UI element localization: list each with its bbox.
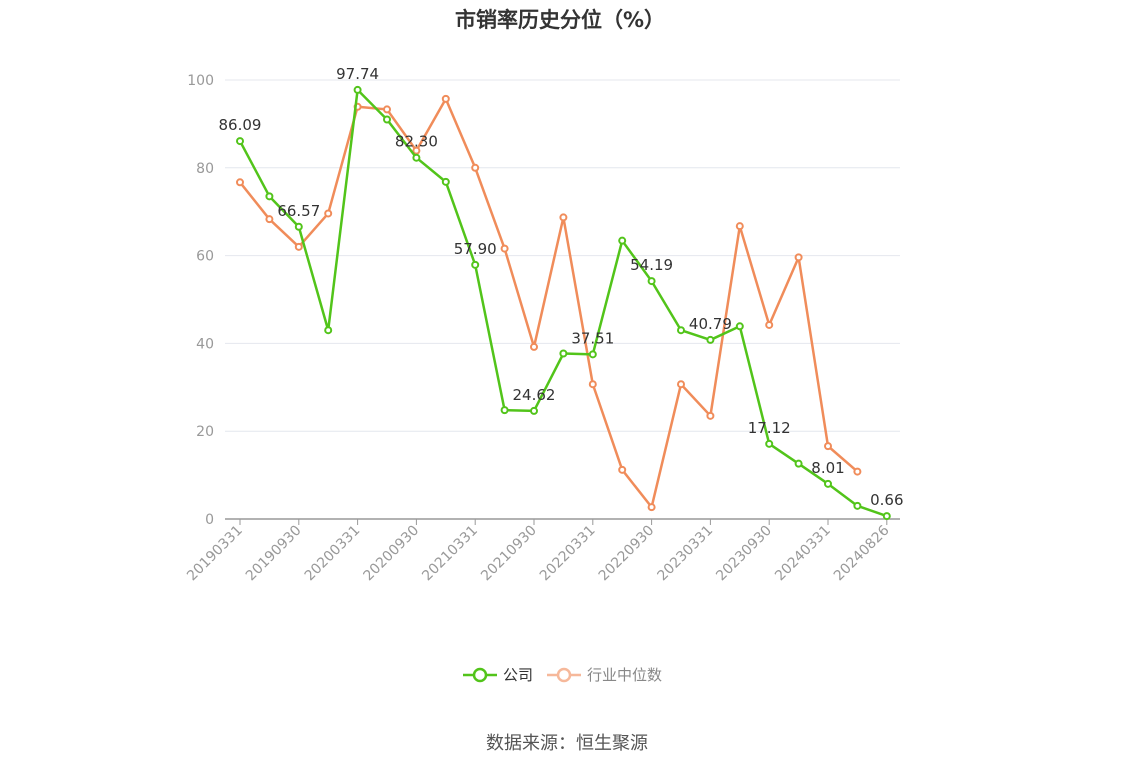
y-tick-label: 80 (196, 161, 214, 177)
data-label: 57.90 (454, 240, 497, 258)
data-label: 24.62 (513, 386, 556, 404)
company-point[interactable] (765, 439, 774, 448)
company-point[interactable] (412, 153, 421, 162)
industry-point[interactable] (618, 465, 627, 474)
x-tick-label: 20240331 (772, 523, 834, 585)
series-lines (236, 85, 891, 521)
chart-title: 市销率历史分位（%） (454, 8, 666, 32)
y-tick-label: 40 (196, 336, 214, 352)
industry-point[interactable] (559, 213, 568, 222)
company-point[interactable] (500, 406, 509, 415)
company-point[interactable] (265, 192, 274, 201)
legend-label-industry: 行业中位数 (587, 666, 663, 684)
y-tick-label: 20 (196, 424, 214, 440)
data-label: 97.74 (336, 65, 379, 83)
industry-point[interactable] (794, 253, 803, 262)
company-point[interactable] (588, 350, 597, 359)
company-point[interactable] (618, 236, 627, 245)
x-tick-label: 20240826 (831, 522, 893, 584)
company-point[interactable] (294, 222, 303, 231)
industry-point[interactable] (500, 244, 509, 253)
x-tick-label: 20220331 (537, 523, 599, 585)
industry-point[interactable] (530, 342, 538, 351)
company-point[interactable] (647, 277, 656, 286)
industry-point[interactable] (236, 178, 244, 187)
x-tick-label: 20190930 (243, 523, 305, 585)
company-point[interactable] (735, 322, 744, 331)
legend-industry-line-icon (547, 667, 582, 682)
x-tick-label: 20220930 (596, 523, 658, 585)
data-label: 66.57 (277, 202, 320, 220)
legend-item-industry[interactable]: 行业中位数 (547, 664, 662, 685)
industry-point[interactable] (706, 411, 715, 420)
industry-point[interactable] (383, 105, 391, 114)
company-point[interactable] (441, 177, 450, 186)
x-tick-label: 20230331 (655, 523, 717, 585)
company-point[interactable] (324, 326, 333, 335)
company-point[interactable] (853, 501, 862, 510)
company-point[interactable] (471, 260, 480, 269)
industry-point[interactable] (265, 215, 274, 224)
y-tick-label: 0 (205, 512, 214, 528)
legend-item-company[interactable]: 公司 (463, 664, 533, 685)
company-point[interactable] (677, 326, 685, 335)
axes: 0 20 40 60 80 100 2019033120190930202003312020… (184, 73, 900, 584)
x-tick-label: 20200331 (302, 523, 364, 585)
data-label: 40.79 (689, 315, 732, 333)
y-tick-label: 100 (187, 73, 214, 89)
industry-point[interactable] (471, 163, 480, 172)
company-point[interactable] (794, 459, 803, 468)
industry-point[interactable] (294, 242, 303, 251)
industry-point[interactable] (412, 146, 421, 155)
industry-point[interactable] (441, 94, 450, 103)
industry-point[interactable] (677, 380, 685, 389)
company-point[interactable] (530, 406, 538, 415)
x-tick-label: 20200930 (361, 523, 423, 585)
legend-company-line-icon (463, 667, 497, 682)
industry-point[interactable] (824, 442, 832, 451)
industry-point[interactable] (735, 222, 744, 231)
company-line (238, 88, 888, 518)
industry-point[interactable] (765, 320, 774, 329)
industry-line (239, 97, 859, 509)
industry-point[interactable] (588, 380, 597, 389)
company-point[interactable] (559, 349, 568, 358)
data-label: 37.51 (571, 329, 614, 347)
company-point[interactable] (706, 335, 715, 344)
x-tick-label: 20230930 (713, 523, 775, 585)
legend: 公司 行业中位数 (463, 664, 676, 685)
data-label: 8.01 (811, 459, 844, 477)
industry-point[interactable] (647, 503, 656, 512)
x-tick-label: 20210331 (419, 523, 481, 585)
data-label: 17.12 (748, 419, 791, 437)
company-point[interactable] (882, 512, 891, 521)
x-tick-label: 20190331 (184, 523, 246, 585)
company-point[interactable] (353, 85, 362, 94)
data-label: 86.09 (219, 116, 262, 134)
company-point[interactable] (236, 137, 244, 146)
industry-point[interactable] (853, 467, 862, 476)
data-label: 82.30 (395, 133, 438, 151)
x-tick-label: 20210930 (478, 523, 540, 585)
company-point[interactable] (383, 115, 391, 124)
industry-point[interactable] (324, 209, 333, 218)
legend-label-company: 公司 (503, 666, 534, 684)
y-tick-label: 60 (196, 249, 214, 265)
company-point[interactable] (824, 479, 832, 488)
data-label: 54.19 (630, 256, 673, 274)
source-note: 数据来源：恒生聚源 (486, 733, 648, 754)
data-label: 0.66 (870, 491, 903, 509)
data-labels: 86.09 66.57 97.74 82.30 57.90 24.62 37.51 54.19… (219, 65, 904, 509)
